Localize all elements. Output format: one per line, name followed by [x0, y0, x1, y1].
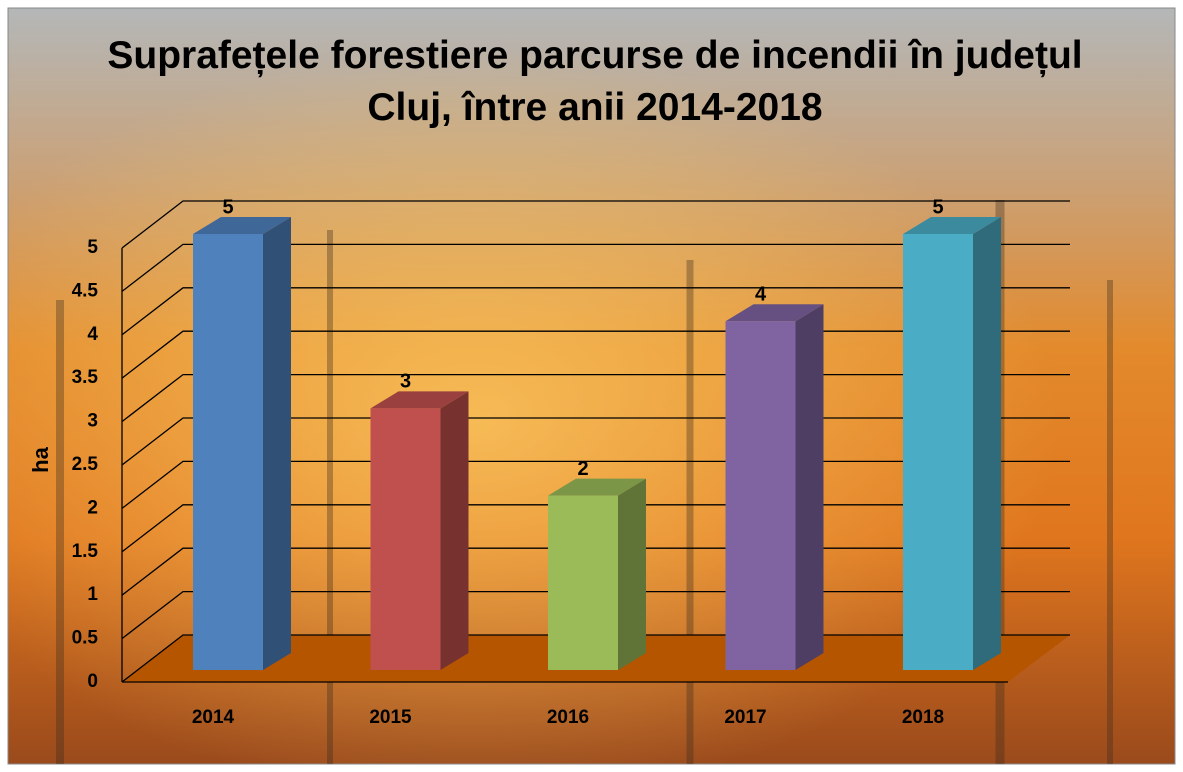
data-label: 5	[222, 196, 233, 218]
bar	[371, 408, 441, 670]
y-tick-label: 4.5	[72, 280, 99, 301]
y-tick-label: 3	[87, 411, 98, 432]
x-tick-label: 2018	[902, 707, 944, 728]
bar	[726, 321, 796, 670]
x-tick-label: 2015	[369, 707, 412, 728]
y-tick-label: 2.5	[72, 454, 99, 475]
bar	[548, 496, 618, 670]
y-tick-label: 0.5	[72, 628, 99, 649]
page: ha 0 0.5 1 1.5 2 2.5 3 3.5 4 4.5 5 5 2014 3 2015 2 2016 4…	[0, 0, 1183, 772]
y-tick-label: 4	[87, 324, 98, 345]
y-axis-title: ha	[28, 446, 53, 472]
bar	[903, 234, 973, 670]
x-tick-label: 2017	[724, 707, 766, 728]
y-tick-label: 1.5	[72, 541, 99, 562]
y-tick-label: 3.5	[72, 367, 99, 388]
y-tick-label: 5	[87, 237, 98, 258]
bar-side	[441, 391, 469, 670]
bar-side	[263, 217, 291, 670]
bar-side	[796, 304, 824, 670]
data-label: 3	[400, 371, 411, 393]
x-tick-label: 2016	[547, 707, 589, 728]
y-tick-label: 0	[87, 671, 98, 692]
data-label: 2	[577, 458, 588, 480]
data-label: 5	[932, 196, 943, 218]
data-label: 4	[755, 283, 767, 305]
y-tick-label: 1	[87, 584, 98, 605]
chart-title: Suprafețele forestiere parcurse de incen…	[90, 30, 1100, 134]
bar-side	[973, 217, 1001, 670]
bar-side	[618, 479, 646, 670]
bar	[193, 234, 263, 670]
y-tick-label: 2	[87, 497, 98, 518]
x-tick-label: 2014	[192, 707, 235, 728]
